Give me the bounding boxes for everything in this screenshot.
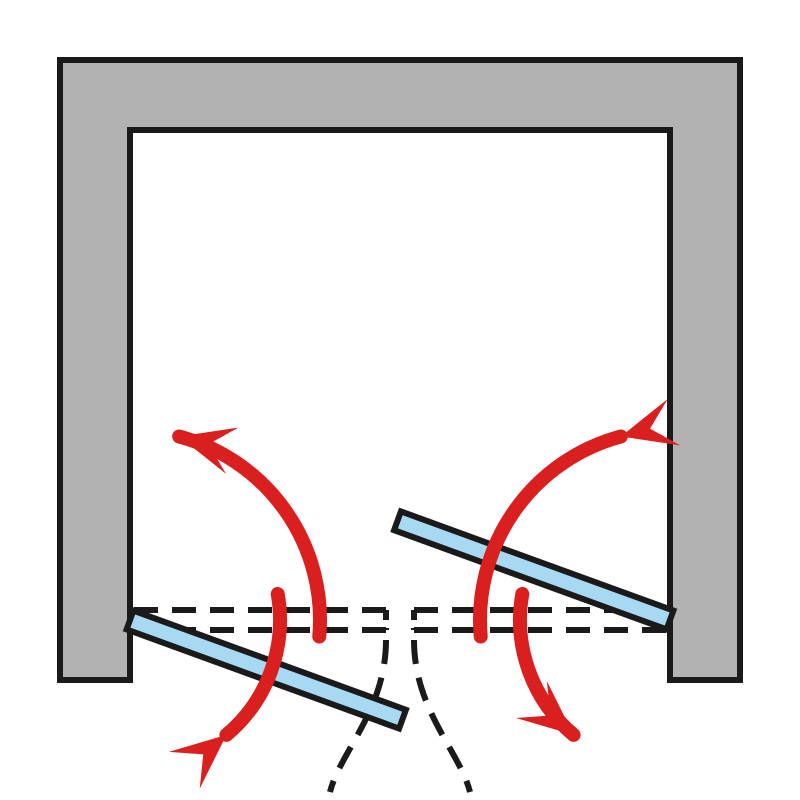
swing-arrow-head xyxy=(516,681,589,753)
shower-door-diagram xyxy=(0,0,800,800)
swing-path-dash xyxy=(414,640,470,792)
enclosure-frame xyxy=(60,60,740,680)
swing-arrow-shaft xyxy=(520,594,574,735)
swing-arrow-shaft xyxy=(179,436,320,636)
